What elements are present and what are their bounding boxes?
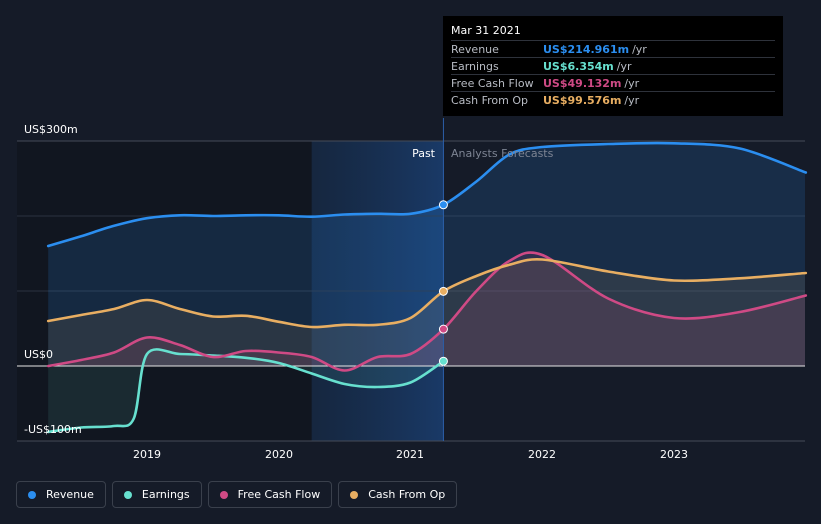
free-cash-flow-line — [46, 251, 808, 372]
tooltip-value: US$214.961m — [543, 42, 630, 56]
x-tick-label: 2019 — [133, 448, 161, 461]
tooltip-row-earnings: Earnings US$6.354m /yr — [451, 57, 775, 74]
tooltip-date: Mar 31 2021 — [451, 24, 521, 37]
tooltip-value: US$6.354m — [543, 59, 614, 73]
x-tick-label: 2020 — [265, 448, 293, 461]
legend-item-earnings[interactable]: Earnings — [111, 481, 202, 508]
free-cash-flow-dot-icon — [219, 490, 228, 499]
legend-label: Revenue — [46, 488, 94, 501]
x-tick-label: 2021 — [396, 448, 424, 461]
tooltip-unit: /yr — [632, 42, 647, 56]
x-axis-tick-labels: 2019 2020 2021 2022 2023 — [133, 448, 688, 461]
free-cash-flow-area — [48, 252, 805, 371]
tooltip-unit: /yr — [616, 59, 632, 73]
x-tick-label: 2022 — [528, 448, 556, 461]
tooltip-row-revenue: Revenue US$214.961m /yr — [451, 40, 775, 57]
data-tooltip: Mar 31 2021 Revenue US$214.961m /yr Earn… — [443, 16, 783, 116]
series-areas — [48, 142, 805, 432]
free-cash-flow-marker — [438, 324, 448, 334]
revenue-line — [46, 141, 808, 248]
legend-item-free-cash-flow[interactable]: Free Cash Flow — [207, 481, 333, 508]
x-tick-label: 2023 — [660, 448, 688, 461]
legend-item-cash-from-op[interactable]: Cash From Op — [338, 481, 458, 508]
tooltip-label: Cash From Op — [451, 93, 529, 107]
cash-from-op-dot-icon — [350, 490, 359, 499]
earnings-dot-icon — [123, 490, 132, 499]
legend-label: Free Cash Flow — [237, 488, 321, 501]
revenue-marker — [438, 200, 448, 210]
legend-label: Cash From Op — [368, 488, 446, 501]
cash-from-op-line — [46, 258, 808, 329]
y-tick-label-zero: US$0 — [24, 348, 53, 361]
cash-from-op-marker — [438, 286, 448, 296]
y-axis-tick-labels: US$300m US$0 -US$100m — [24, 123, 82, 436]
analysts-forecasts-label: Analysts Forecasts — [451, 147, 554, 160]
revenue-area — [48, 142, 805, 366]
tooltip-unit: /yr — [624, 93, 640, 107]
tooltip-label: Revenue — [451, 42, 499, 56]
series-lines — [46, 141, 808, 434]
tooltip-value: US$49.132m — [543, 76, 622, 90]
chart-legend: Revenue Earnings Free Cash Flow Cash Fro… — [16, 481, 458, 508]
tooltip-label: Free Cash Flow — [451, 76, 534, 90]
series-markers — [438, 200, 448, 366]
y-tick-label-top: US$300m — [24, 123, 78, 136]
tooltip-row-cash-from-op: Cash From Op US$99.576m /yr — [451, 91, 775, 108]
legend-label: Earnings — [141, 488, 190, 501]
tooltip-label: Earnings — [451, 59, 499, 73]
tooltip-value: US$99.576m — [543, 93, 622, 107]
tooltip-unit: /yr — [624, 76, 640, 90]
tooltip-row-free-cash-flow: Free Cash Flow US$49.132m /yr — [451, 74, 775, 91]
y-tick-label-bottom: -US$100m — [24, 423, 82, 436]
gridlines — [17, 140, 805, 442]
cash-from-op-area — [48, 259, 805, 366]
earnings-marker — [438, 356, 448, 366]
past-label: Past — [412, 147, 436, 160]
revenue-dot-icon — [28, 490, 36, 499]
legend-item-revenue[interactable]: Revenue — [16, 481, 106, 508]
